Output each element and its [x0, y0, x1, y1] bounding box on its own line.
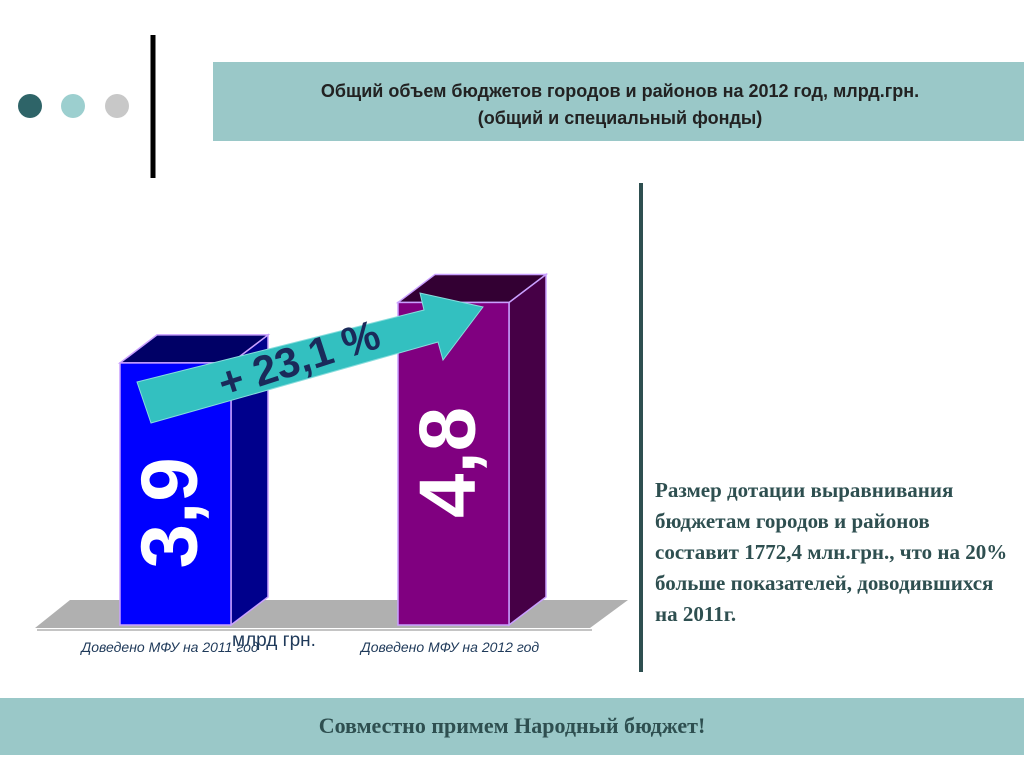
- bars: 3,9 Доведено МФУ на 2011 год 4,8 Доведено М…: [79, 272, 549, 655]
- growth-arrow: [136, 292, 484, 424]
- dot: [105, 94, 129, 118]
- side-text-box: Размер дотации выравнивания бюджетам гор…: [655, 478, 1008, 626]
- x-tick-label: Доведено МФУ на 2011 год: [79, 639, 258, 655]
- dot: [61, 94, 85, 118]
- side-text: Размер дотации выравнивания бюджетам гор…: [655, 478, 1008, 626]
- value-label: 4,8: [403, 407, 492, 518]
- unit-label: млрд грн.: [232, 630, 316, 651]
- bar: [397, 301, 510, 626]
- footer-band: [0, 698, 1024, 755]
- dot: [18, 94, 42, 118]
- footer: Совместно примем Народный бюджет!: [319, 713, 706, 738]
- value-label: 3,9: [125, 457, 214, 568]
- chart-subtitle: (общий и специальный фонды): [478, 108, 763, 128]
- annotation: + 23,1 %: [212, 311, 385, 407]
- x-tick-label: Доведено МФУ на 2012 год: [359, 639, 540, 655]
- chart-title: Общий объем бюджетов городов и районов н…: [321, 81, 919, 101]
- title-box: [213, 62, 1024, 141]
- bar-side: [508, 272, 547, 627]
